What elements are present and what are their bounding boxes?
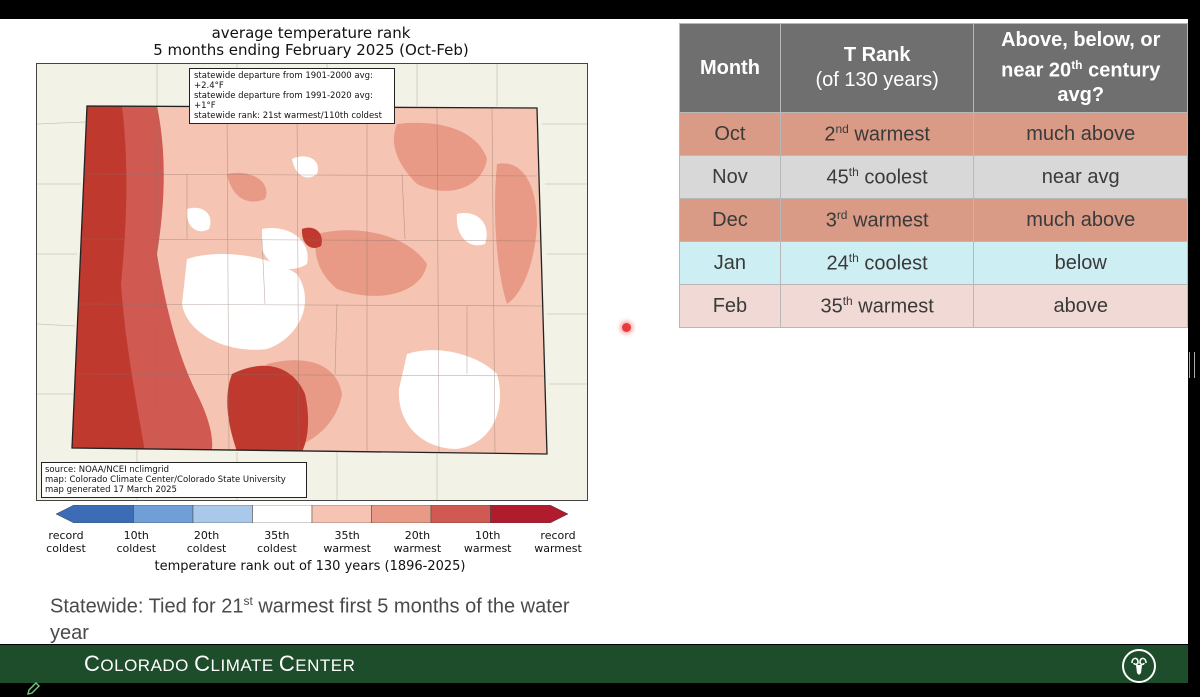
map-title-line2: 5 months ending February 2025 (Oct-Feb) <box>153 41 469 59</box>
rank-cell: 2nd warmest <box>779 112 975 156</box>
status-cell: above <box>973 284 1188 328</box>
rank-cell: 3rd warmest <box>779 198 975 242</box>
status-cell: much above <box>973 112 1188 156</box>
scroll-handle[interactable] <box>1189 352 1195 378</box>
colorbar-tick-label: 20th warmest <box>393 529 442 555</box>
status-cell: much above <box>973 198 1188 242</box>
statewide-summary: Statewide: Tied for 21st warmest first 5… <box>50 588 610 644</box>
statewide-departure-box: statewide departure from 1901-2000 avg: … <box>189 68 395 124</box>
statewide-suffix: warmest first 5 months of the water year <box>50 595 570 644</box>
rank-cell: 35th warmest <box>779 284 975 328</box>
rank-cell: 45th coolest <box>779 155 975 199</box>
header-month: Month <box>679 23 781 113</box>
colorbar-swatch <box>430 505 491 523</box>
laser-pointer-dot <box>622 323 631 332</box>
csu-ram-logo-icon <box>1122 649 1156 683</box>
colorbar-swatch <box>311 505 372 523</box>
colorado-temperature-rank-map: statewide departure from 1901-2000 avg: … <box>36 63 588 501</box>
rank-cell: 24th coolest <box>779 241 975 285</box>
colorbar-swatch <box>490 505 568 523</box>
colorbar-swatch <box>252 505 313 523</box>
source-line: map: Colorado Climate Center/Colorado St… <box>45 475 286 485</box>
info-line: statewide departure from 1901-2000 avg: … <box>194 71 373 91</box>
info-line: statewide rank: 21st warmest/110th colde… <box>194 111 382 121</box>
colorbar-swatch <box>192 505 253 523</box>
month-cell: Feb <box>679 284 781 328</box>
colorbar-swatch <box>56 505 134 523</box>
header-t-rank: T Rank (of 130 years) <box>779 23 975 113</box>
table-row: Dec 3rd warmest much above <box>679 198 1188 242</box>
footer-title: COLORADO CLIMATE CENTER <box>84 651 356 676</box>
table-row: Oct 2nd warmest much above <box>679 112 1188 156</box>
colorbar-tick-label: record warmest <box>534 529 582 555</box>
map-title: average temperature rank 5 months ending… <box>36 25 586 59</box>
footer-bar: COLORADO CLIMATE CENTER <box>0 645 1188 683</box>
month-cell: Jan <box>679 241 781 285</box>
source-line: source: NOAA/NCEI nclimgrid <box>45 465 170 475</box>
statewide-prefix: Statewide: Tied for 21 <box>50 595 244 618</box>
table-body: Oct 2nd warmest much above Nov 45th coolest n… <box>679 112 1188 328</box>
colorbar <box>56 505 568 523</box>
map-title-line1: average temperature rank <box>211 24 411 42</box>
colorbar-tick-label: 20th coldest <box>186 529 227 555</box>
monthly-rank-table: Month T Rank (of 130 years) Above, below,… <box>679 23 1188 328</box>
rank-shading <box>72 106 547 454</box>
month-cell: Nov <box>679 155 781 199</box>
colorbar-tick-label: 35th warmest <box>323 529 371 555</box>
colorbar-caption: temperature rank out of 130 years (1896-… <box>154 559 466 574</box>
county-lines <box>76 106 546 454</box>
colorbar-tick-label: 10th coldest <box>116 529 157 555</box>
status-cell: below <box>973 241 1188 285</box>
table-header-row: Month T Rank (of 130 years) Above, below,… <box>679 23 1188 113</box>
table-row: Nov 45th coolest near avg <box>679 155 1188 199</box>
colorbar-tick-label: 35th coldest <box>257 529 297 555</box>
colorbar-tick-label: 10th warmest <box>463 529 512 555</box>
colorbar-swatch <box>133 505 194 523</box>
slide: average temperature rank 5 months ending… <box>0 19 1188 644</box>
source-line: map generated 17 March 2025 <box>45 485 177 495</box>
table-row: Feb 35th warmest above <box>679 284 1188 328</box>
header-above-below: Above, below, or near 20th century avg? <box>973 23 1188 113</box>
map-source-box: source: NOAA/NCEI nclimgrid map: Colorad… <box>41 462 307 498</box>
month-cell: Dec <box>679 198 781 242</box>
statewide-sup: st <box>243 594 253 608</box>
month-cell: Oct <box>679 112 781 156</box>
status-cell: near avg <box>973 155 1188 199</box>
table-row: Jan 24th coolest below <box>679 241 1188 285</box>
map-graphic <box>37 64 587 500</box>
info-line: statewide departure from 1991-2020 avg: … <box>194 91 373 111</box>
pencil-icon[interactable] <box>25 681 41 697</box>
colorbar-swatch <box>371 505 432 523</box>
colorbar-tick-label: record coldest <box>46 529 86 555</box>
